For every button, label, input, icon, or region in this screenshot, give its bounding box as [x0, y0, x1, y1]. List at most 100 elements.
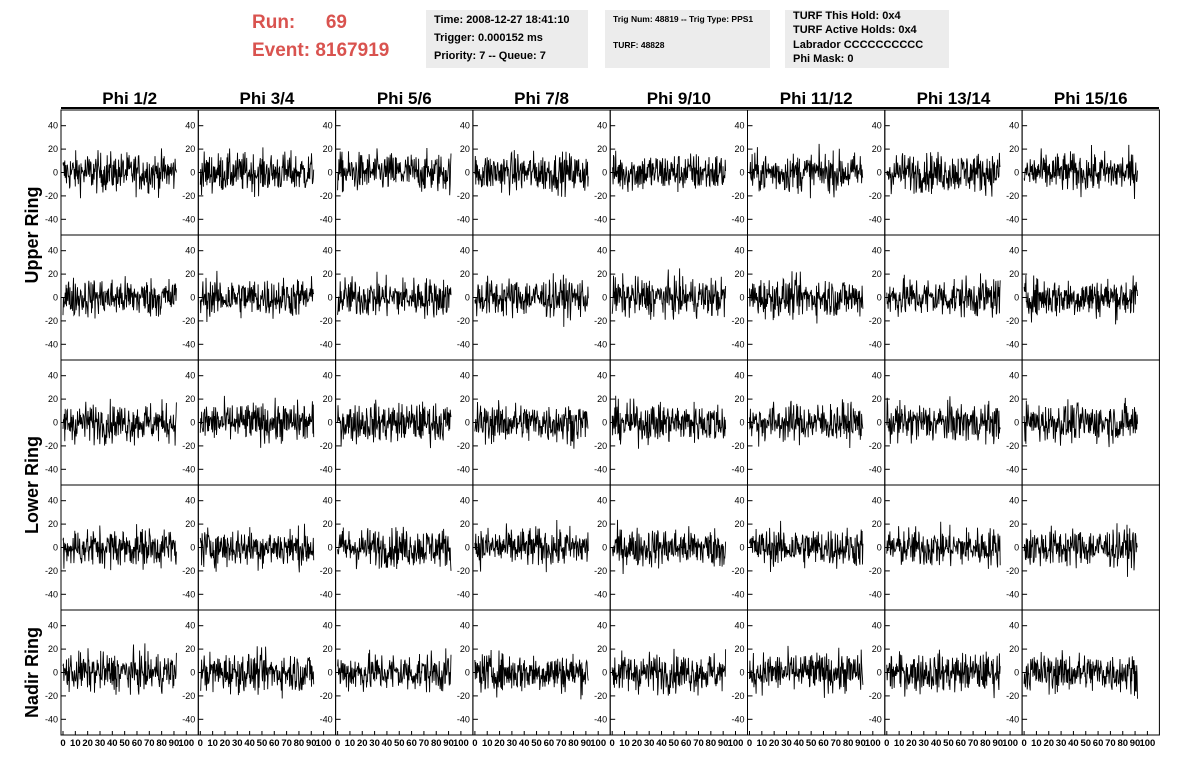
y-tick-label: -20 [182, 691, 195, 701]
y-tick-label: 20 [460, 269, 470, 279]
trig-info-box: Trig Num: 48819 -- Trig Type: PPS1 TURF:… [605, 10, 770, 68]
y-tick-label: 0 [877, 168, 882, 178]
x-tick-label: 0 [472, 738, 477, 749]
y-tick-label: -20 [457, 691, 470, 701]
ring-label: Upper Ring [22, 187, 42, 284]
y-tick-label: 0 [1014, 418, 1019, 428]
y-tick-label: -20 [182, 191, 195, 201]
waveform-trace [199, 270, 315, 323]
waveform-trace [474, 150, 589, 198]
y-tick-label: 20 [872, 519, 882, 529]
y-tick-label: 20 [597, 144, 607, 154]
y-tick-label: 20 [597, 644, 607, 654]
y-tick-label: -20 [594, 691, 607, 701]
run-line: Run: 69 [252, 12, 347, 34]
x-tick-label: 20 [632, 738, 643, 749]
labrador-text: Labrador CCCCCCCCCC [793, 39, 924, 51]
x-tick-label: 20 [220, 738, 231, 749]
x-tick-label: 80 [568, 738, 579, 749]
y-tick-label: -40 [320, 464, 333, 474]
y-tick-label: -40 [45, 589, 58, 599]
y-tick-label: -20 [869, 566, 882, 576]
waveform-trace [337, 399, 452, 449]
waveform-trace [62, 276, 177, 319]
y-tick-label: 40 [597, 246, 607, 256]
y-tick-label: 0 [190, 668, 195, 678]
x-tick-label: 70 [281, 738, 292, 749]
y-tick-label: -20 [45, 566, 58, 576]
y-tick-label: 20 [734, 394, 744, 404]
y-tick-label: -40 [869, 589, 882, 599]
y-tick-label: -20 [594, 191, 607, 201]
y-tick-label: 40 [872, 621, 882, 631]
x-tick-label: 30 [507, 738, 518, 749]
x-tick-label: 30 [95, 738, 106, 749]
x-tick-label: 0 [1021, 738, 1026, 749]
x-tick-label: 50 [257, 738, 268, 749]
waveform-trace [886, 521, 1001, 569]
y-tick-label: 40 [323, 621, 333, 631]
y-tick-label: 20 [872, 394, 882, 404]
y-tick-label: -40 [182, 339, 195, 349]
y-tick-label: -20 [457, 441, 470, 451]
x-tick-label: 90 [1130, 738, 1141, 749]
y-tick-label: 0 [739, 293, 744, 303]
waveform-trace [749, 399, 864, 449]
waveform-trace [611, 648, 727, 696]
waveform-trace [199, 147, 315, 198]
y-tick-label: 40 [48, 246, 58, 256]
x-tick-label: 10 [482, 738, 493, 749]
trigger-text: Trigger: 0.000152 ms [434, 32, 543, 44]
y-tick-label: 20 [734, 644, 744, 654]
x-tick-label: 90 [306, 738, 317, 749]
y-tick-label: -40 [457, 214, 470, 224]
x-tick-label: 40 [244, 738, 255, 749]
y-tick-label: 0 [1014, 543, 1019, 553]
y-tick-label: 40 [597, 496, 607, 506]
waveform-trace [749, 645, 864, 698]
waveform-trace [474, 273, 589, 327]
y-tick-label: -20 [320, 441, 333, 451]
y-tick-label: 0 [328, 668, 333, 678]
y-tick-label: 40 [185, 121, 195, 131]
y-tick-label: 0 [602, 668, 607, 678]
y-tick-label: -20 [731, 316, 744, 326]
y-tick-label: 20 [460, 394, 470, 404]
y-tick-label: 0 [328, 543, 333, 553]
ring-label: Nadir Ring [22, 627, 42, 718]
column-header: Phi 15/16 [1054, 89, 1128, 108]
run-value: 69 [325, 12, 347, 33]
y-tick-label: 40 [734, 621, 744, 631]
x-tick-label: 100 [1002, 738, 1018, 749]
x-tick-label: 50 [531, 738, 542, 749]
x-tick-label: 10 [345, 738, 356, 749]
y-tick-label: -20 [457, 566, 470, 576]
y-tick-label: 0 [465, 543, 470, 553]
waveform-trace [1023, 523, 1138, 577]
y-tick-label: -20 [594, 566, 607, 576]
x-tick-label: 80 [431, 738, 442, 749]
waveform-trace [337, 271, 452, 319]
y-tick-label: 0 [739, 418, 744, 428]
y-tick-label: -20 [594, 441, 607, 451]
x-tick-label: 20 [769, 738, 780, 749]
y-tick-label: 40 [460, 246, 470, 256]
x-tick-label: 40 [794, 738, 805, 749]
y-tick-label: -40 [457, 464, 470, 474]
y-tick-label: 20 [323, 144, 333, 154]
y-tick-label: -20 [731, 691, 744, 701]
x-tick-label: 0 [610, 738, 615, 749]
x-tick-label: 40 [107, 738, 118, 749]
y-tick-label: -20 [457, 316, 470, 326]
y-tick-label: -40 [594, 589, 607, 599]
y-tick-label: 0 [190, 168, 195, 178]
x-tick-label: 0 [60, 738, 65, 749]
column-header: Phi 1/2 [102, 89, 157, 108]
x-tick-label: 60 [1093, 738, 1104, 749]
y-tick-label: 40 [1009, 621, 1019, 631]
event-label: Event: [252, 40, 311, 61]
turf-text: TURF: 48828 [613, 40, 665, 50]
x-tick-label: 20 [357, 738, 368, 749]
y-tick-label: 20 [48, 269, 58, 279]
y-tick-label: 0 [877, 293, 882, 303]
